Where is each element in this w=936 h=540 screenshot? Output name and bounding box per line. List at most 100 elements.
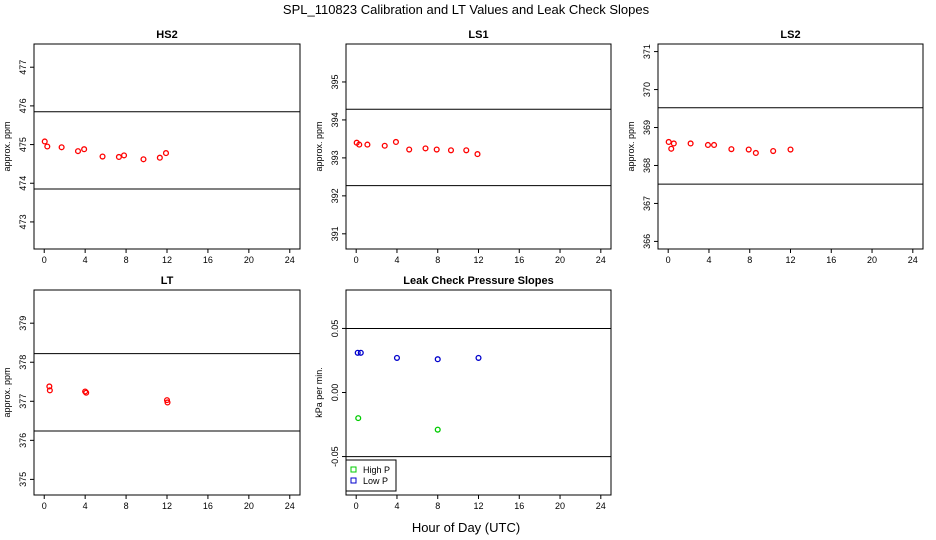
x-tick-label: 12 bbox=[162, 501, 172, 511]
plot-frame bbox=[33, 289, 301, 496]
panel-leak-check-pressure-slopes: Leak Check Pressure Slopes 0 4 8 12 16 20 24 -0.… bbox=[314, 275, 612, 511]
y-tick-label: 0.00 bbox=[330, 384, 340, 402]
data-point bbox=[422, 145, 429, 152]
data-point bbox=[787, 146, 794, 153]
y-tick-label: 366 bbox=[642, 234, 652, 249]
legend-label: High P bbox=[363, 465, 390, 475]
data-point bbox=[393, 354, 401, 361]
plot-frame bbox=[345, 43, 612, 250]
plot-frame bbox=[33, 43, 301, 250]
y-tick-label: 376 bbox=[18, 433, 28, 448]
figure-title: SPL_110823 Calibration and LT Values and… bbox=[283, 2, 650, 17]
data-point bbox=[434, 426, 441, 433]
data-point bbox=[162, 150, 170, 157]
data-point bbox=[364, 141, 371, 148]
x-tick-label: 8 bbox=[747, 255, 752, 265]
y-tick-label: 391 bbox=[330, 226, 340, 241]
data-point bbox=[354, 349, 361, 356]
panel-title: LS1 bbox=[468, 29, 488, 41]
data-point bbox=[81, 146, 88, 153]
data-point bbox=[140, 156, 147, 163]
data-point bbox=[433, 146, 440, 153]
y-tick-label: 476 bbox=[18, 98, 28, 113]
data-point bbox=[99, 153, 106, 160]
x-tick-label: 16 bbox=[203, 255, 213, 265]
data-point bbox=[164, 399, 171, 406]
y-tick-label: 368 bbox=[642, 158, 652, 173]
data-point bbox=[58, 144, 65, 151]
x-tick-label: 20 bbox=[867, 255, 877, 265]
data-point bbox=[770, 148, 777, 155]
data-point bbox=[728, 146, 735, 153]
data-point bbox=[120, 152, 128, 159]
x-tick-label: 8 bbox=[435, 501, 440, 511]
x-tick-label: 4 bbox=[83, 501, 88, 511]
data-point bbox=[357, 349, 364, 356]
y-axis-label: approx. ppm bbox=[2, 367, 12, 417]
x-tick-label: 24 bbox=[596, 255, 606, 265]
y-tick-label: 474 bbox=[18, 176, 28, 191]
data-point bbox=[392, 138, 399, 145]
y-axis-label: kPa per min. bbox=[314, 367, 324, 418]
data-point bbox=[41, 138, 48, 145]
x-tick-label: 4 bbox=[394, 255, 399, 265]
data-point bbox=[665, 138, 672, 145]
data-point bbox=[74, 148, 82, 155]
data-point bbox=[406, 146, 413, 153]
y-tick-label: 367 bbox=[642, 196, 652, 211]
data-point bbox=[447, 147, 455, 154]
legend-box bbox=[345, 459, 397, 492]
y-tick-label: 379 bbox=[18, 316, 28, 331]
y-axis-label: approx. ppm bbox=[314, 121, 324, 171]
x-tick-label: 4 bbox=[706, 255, 711, 265]
x-tick-label: 20 bbox=[244, 255, 254, 265]
panel-title: LS2 bbox=[780, 29, 800, 41]
data-point bbox=[463, 147, 470, 154]
data-point bbox=[745, 146, 752, 153]
data-point bbox=[434, 356, 441, 363]
x-tick-label: 24 bbox=[596, 501, 606, 511]
y-tick-label: 475 bbox=[18, 137, 28, 152]
data-point bbox=[156, 154, 163, 161]
x-tick-label: 4 bbox=[394, 501, 399, 511]
data-point bbox=[46, 387, 53, 394]
panel-lt: LT 0 4 8 12 16 20 24 375 376 377 378 379 approx. ppm bbox=[2, 275, 301, 511]
panel-ls2: LS2 0 4 8 12 16 20 24 366 367 368 369 370 371 approx. … bbox=[626, 29, 924, 265]
data-point bbox=[355, 415, 362, 422]
panel-ls1: LS1 0 4 8 12 16 20 24 391 392 393 394 395 approx. ppm bbox=[314, 29, 612, 265]
x-tick-label: 12 bbox=[162, 255, 172, 265]
y-tick-label: 394 bbox=[330, 112, 340, 127]
x-tick-label: 20 bbox=[555, 255, 565, 265]
data-point bbox=[46, 383, 53, 390]
x-tick-label: 8 bbox=[124, 501, 129, 511]
x-tick-label: 20 bbox=[555, 501, 565, 511]
x-tick-label: 0 bbox=[354, 255, 359, 265]
data-point bbox=[474, 151, 481, 158]
y-tick-label: 369 bbox=[642, 120, 652, 135]
y-tick-label: -0.05 bbox=[330, 446, 340, 467]
x-tick-label: 0 bbox=[42, 501, 47, 511]
data-point bbox=[687, 140, 694, 147]
y-tick-label: 393 bbox=[330, 150, 340, 165]
data-point bbox=[115, 153, 122, 160]
shared-x-axis-label: Hour of Day (UTC) bbox=[412, 520, 520, 535]
legend-label: Low P bbox=[363, 476, 388, 486]
panel-title: Leak Check Pressure Slopes bbox=[403, 275, 553, 287]
x-tick-label: 16 bbox=[514, 501, 524, 511]
x-tick-label: 12 bbox=[473, 255, 483, 265]
x-tick-label: 16 bbox=[514, 255, 524, 265]
data-point bbox=[82, 388, 89, 395]
data-point bbox=[670, 140, 677, 147]
data-point bbox=[475, 354, 482, 361]
legend-marker bbox=[350, 477, 357, 484]
y-axis-label: approx. ppm bbox=[626, 121, 636, 171]
x-tick-label: 24 bbox=[908, 255, 918, 265]
x-tick-label: 0 bbox=[354, 501, 359, 511]
data-point bbox=[668, 145, 675, 152]
x-tick-label: 12 bbox=[473, 501, 483, 511]
x-tick-label: 8 bbox=[124, 255, 129, 265]
x-tick-label: 20 bbox=[244, 501, 254, 511]
panel-hs2: HS2 0 4 8 12 16 20 24 473 474 475 476 477 approx. ppm bbox=[2, 29, 301, 265]
